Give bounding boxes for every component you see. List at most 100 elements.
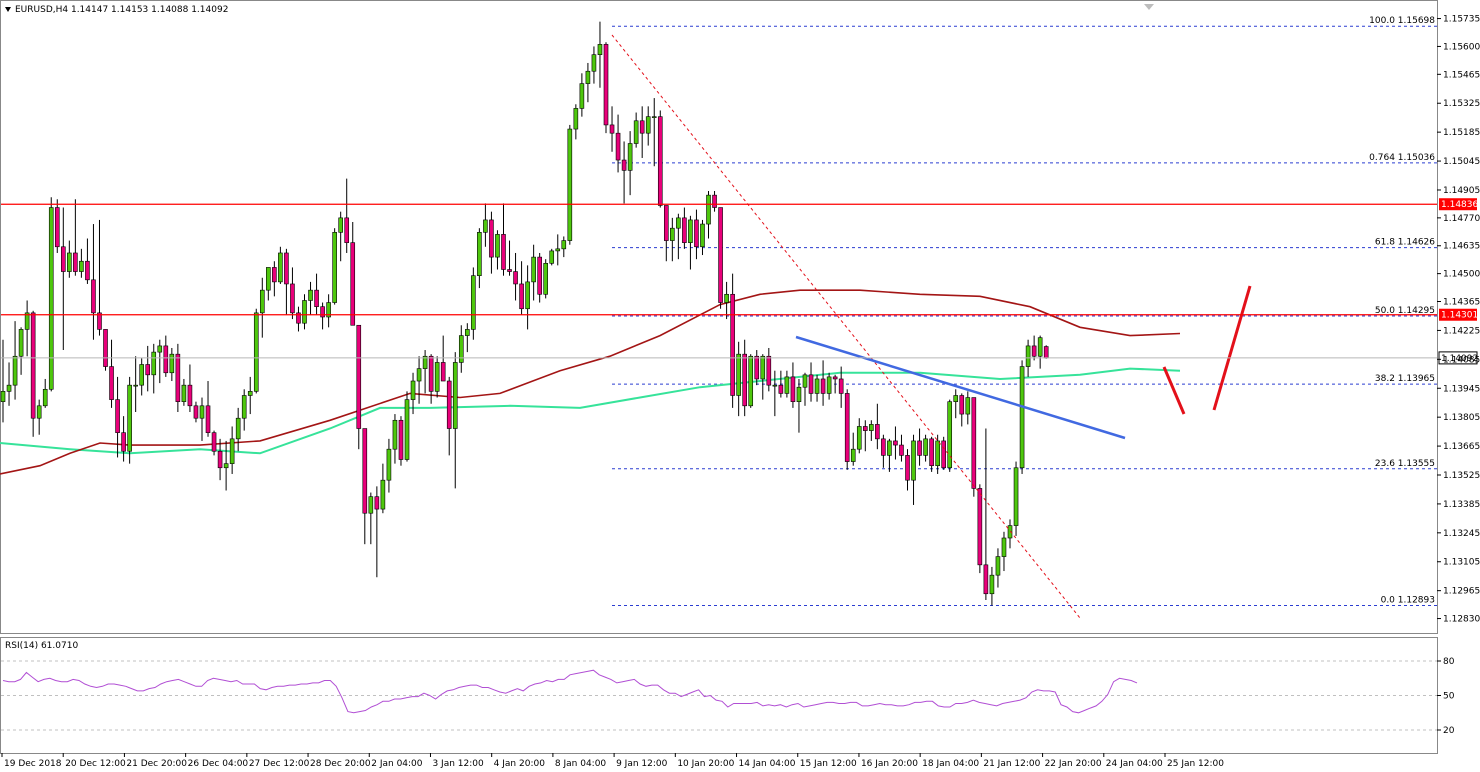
x-tick-label: 18 Jan 04:00: [922, 759, 979, 769]
fib-level-label: 100.0 1.15698: [1369, 16, 1435, 26]
rsi-line: [2, 669, 1138, 714]
candle-body: [247, 391, 253, 396]
candle: [676, 213, 681, 260]
candle: [211, 430, 217, 456]
candle-body: [458, 335, 464, 363]
candle-body: [278, 252, 283, 283]
candle: [362, 428, 368, 545]
candle-body: [627, 143, 633, 171]
candle-body: [603, 44, 609, 126]
candle: [682, 207, 687, 249]
candle: [501, 203, 506, 276]
candle: [495, 230, 500, 270]
candle: [193, 401, 199, 423]
candle-body: [537, 256, 542, 295]
candle: [850, 432, 856, 466]
candle-body: [85, 260, 90, 281]
candle-body: [1025, 345, 1031, 367]
candle-body: [579, 83, 585, 109]
bearish-trendline[interactable]: [795, 335, 1126, 440]
y-tick-label: 1.14500: [1443, 270, 1480, 280]
symbol-dropdown-icon[interactable]: [5, 7, 11, 12]
x-tick-label: 10 Jan 20:00: [677, 759, 734, 769]
x-tick-label: 21 Dec 20:00: [126, 759, 187, 769]
candle-body: [609, 124, 615, 134]
candle: [247, 376, 253, 415]
candle-body: [700, 223, 705, 248]
candle: [344, 178, 350, 253]
candle: [0, 339, 6, 423]
candle: [434, 356, 440, 398]
y-tick-label: 1.14225: [1443, 326, 1480, 336]
candle-body: [115, 399, 120, 433]
candle: [814, 374, 820, 402]
candle-body: [266, 267, 271, 291]
candle-body: [139, 364, 144, 386]
candle: [489, 211, 494, 274]
candle: [856, 418, 862, 454]
candle-body: [724, 293, 729, 303]
candle: [103, 329, 108, 371]
candle: [169, 347, 175, 382]
candle-body: [615, 132, 621, 161]
candle-body: [229, 438, 235, 464]
candle-body: [935, 440, 940, 467]
candle: [525, 265, 530, 330]
candle: [730, 273, 735, 408]
candle: [519, 261, 524, 315]
window-shift-marker-icon[interactable]: [1144, 4, 1154, 10]
candle: [567, 124, 573, 245]
candle: [555, 234, 561, 266]
candle: [483, 203, 488, 247]
candle-body: [567, 128, 573, 241]
candle: [531, 244, 536, 301]
candle-body: [446, 380, 452, 429]
candle: [573, 104, 579, 140]
candle: [278, 246, 283, 284]
candle: [959, 393, 965, 427]
fib-level-label: 0.764 1.15036: [1369, 153, 1435, 163]
candle-body: [971, 397, 977, 489]
candle-body: [284, 252, 289, 285]
candle: [513, 252, 518, 301]
x-tick-label: 27 Dec 12:00: [249, 759, 310, 769]
current-price-label: 1.14092: [1441, 354, 1478, 364]
candle: [60, 207, 66, 351]
y-tick-label: 1.15735: [1443, 15, 1480, 25]
candle-body: [670, 227, 675, 241]
x-tick-label: 28 Dec 20:00: [310, 759, 371, 769]
x-tick-label: 26 Dec 04:00: [188, 759, 249, 769]
candle-body: [404, 399, 410, 460]
candle: [6, 362, 12, 406]
candle-body: [489, 219, 494, 258]
candle: [639, 106, 645, 158]
candle-body: [259, 289, 265, 314]
candle: [899, 434, 904, 462]
candle-body: [965, 397, 971, 415]
candle-body: [356, 324, 362, 429]
candle: [428, 354, 434, 404]
candle: [905, 449, 910, 491]
candle-body: [862, 426, 868, 431]
candle: [157, 339, 163, 384]
candle: [965, 391, 971, 425]
candle-body: [434, 362, 440, 392]
candle: [911, 434, 916, 505]
candle: [887, 438, 892, 472]
candle: [561, 236, 567, 258]
candle: [145, 345, 151, 392]
candle-body: [543, 263, 549, 295]
candle-body: [1031, 345, 1037, 357]
price-panel-frame: [0, 0, 1438, 634]
candle: [471, 267, 476, 340]
candle: [127, 376, 132, 464]
candle: [326, 294, 331, 328]
candle-body: [495, 234, 500, 258]
candle: [332, 228, 337, 305]
candle: [609, 106, 615, 152]
candle: [79, 248, 84, 278]
candle: [585, 62, 591, 103]
candle: [338, 211, 343, 262]
fibonacci-swing-line[interactable]: [611, 34, 1081, 619]
